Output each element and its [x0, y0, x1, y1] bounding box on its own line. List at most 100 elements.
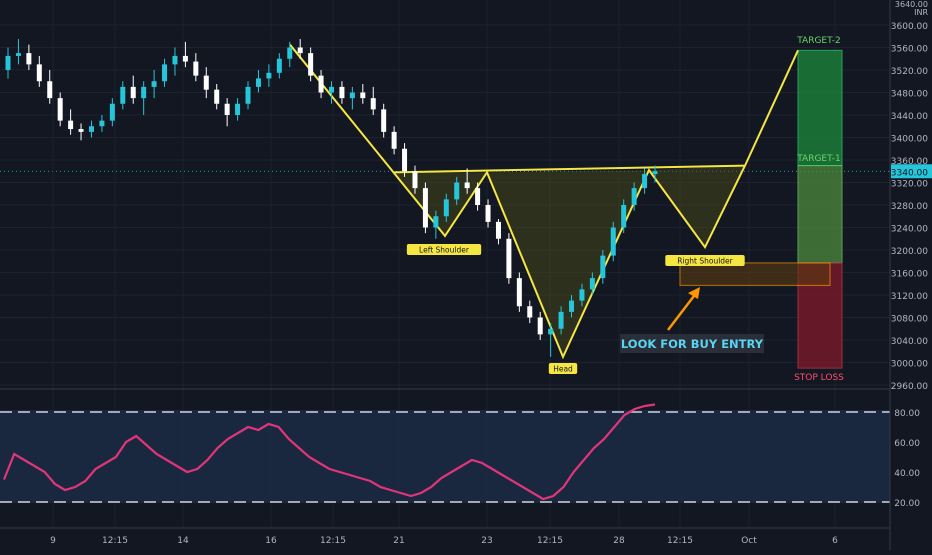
- price-tick-label: 3120.00: [891, 292, 928, 302]
- axis-labels: 3600.00 3560.00 3520.00 3480.00 3440.00 3400.…: [50, 0, 932, 546]
- price-tick-label: 3040.00: [891, 337, 928, 347]
- candle-body: [15, 53, 21, 56]
- stop-loss-label: STOP LOSS: [794, 373, 844, 383]
- head-label: Head: [553, 365, 573, 374]
- current-price-badge: [891, 164, 932, 179]
- price-tick-label: 3440.00: [891, 112, 928, 122]
- candle-body: [266, 72, 272, 79]
- rsi-line-group: [2, 403, 656, 501]
- candle-body: [224, 103, 230, 115]
- candle-body: [235, 103, 241, 115]
- candle-body: [276, 58, 282, 73]
- candle-body: [610, 227, 616, 256]
- price-tick-label: 3000.00: [891, 360, 928, 370]
- left-shoulder-fill: [393, 172, 487, 236]
- price-tick-label: 3480.00: [891, 90, 928, 100]
- candle-body: [537, 317, 543, 335]
- candle-body: [339, 86, 345, 99]
- candle-body: [36, 64, 42, 82]
- rsi-tick-label: 60.00: [894, 439, 920, 449]
- candle-body: [527, 306, 533, 318]
- candle-body: [516, 278, 522, 307]
- head-label-bg: [548, 363, 578, 374]
- buy-entry-box: [679, 262, 831, 287]
- rsi-tick-label: 20.00: [894, 499, 920, 509]
- time-tick-label: 23: [481, 536, 492, 546]
- currency-label: INR: [914, 8, 928, 17]
- candle-body: [203, 75, 209, 90]
- time-tick-label: 12:15: [102, 536, 128, 546]
- candle-body: [443, 199, 449, 217]
- candle-body: [308, 53, 314, 76]
- candle-body: [329, 86, 334, 93]
- candle-body: [600, 255, 606, 279]
- candle-body: [558, 311, 564, 329]
- rsi-tick-label: 40.00: [894, 469, 920, 479]
- candle-body: [172, 55, 178, 65]
- candle-body: [433, 216, 439, 228]
- candle-body: [57, 98, 63, 121]
- right-shoulder-label: Right Shoulder: [677, 257, 733, 266]
- left-shoulder-label-bg: [406, 244, 482, 255]
- price-tick-label: 2960.00: [891, 382, 928, 392]
- candle-body: [569, 300, 575, 312]
- candle-body: [621, 205, 627, 228]
- buy-entry-label: LOOK FOR BUY ENTRY: [621, 337, 764, 351]
- buy-entry-label-bg: [620, 334, 764, 353]
- neckline: [392, 164, 746, 174]
- left-shoulder-label: Left Shoulder: [419, 246, 470, 255]
- candle-body: [485, 205, 491, 222]
- current-price-label: 3340.00: [891, 168, 928, 178]
- buy-entry-arrow: [667, 291, 698, 331]
- annotation-labels: Left Shoulder Head Right Shoulder TARGET-2 T…: [406, 36, 844, 383]
- candle-body: [245, 86, 251, 104]
- candle-body: [589, 278, 595, 290]
- right-shoulder-label-bg: [665, 255, 745, 266]
- candle-body: [26, 53, 32, 65]
- price-tick-label: 3080.00: [891, 315, 928, 325]
- rsi-tick-label: 80.00: [894, 409, 920, 419]
- time-tick-label: 9: [50, 536, 56, 546]
- candle-body: [370, 98, 376, 110]
- candle-body: [506, 238, 512, 279]
- candle-body: [464, 182, 470, 189]
- candle-body: [68, 120, 74, 130]
- time-tick-label: 6: [832, 536, 838, 546]
- target1-zone: [797, 165, 843, 264]
- candle-body: [151, 81, 157, 87]
- candle-body: [349, 92, 355, 99]
- candle-body: [318, 75, 324, 93]
- candle-body: [381, 109, 387, 132]
- price-tick-label: 3400.00: [891, 135, 928, 145]
- time-tick-label: 12:15: [537, 536, 563, 546]
- rsi-line: [2, 403, 656, 501]
- price-tick-label: 3600.00: [891, 22, 928, 32]
- candle-body: [120, 86, 126, 104]
- target1-label: TARGET-1: [796, 154, 841, 164]
- buy-entry-arrowhead: [688, 287, 700, 299]
- candle-body: [99, 120, 105, 127]
- candle-body: [579, 289, 585, 301]
- candle-body: [5, 55, 11, 70]
- candle-body: [402, 148, 408, 172]
- candle-body: [141, 86, 147, 99]
- candle-body: [214, 89, 220, 104]
- price-tick-label: 3240.00: [891, 225, 928, 235]
- candle-body: [130, 86, 136, 99]
- candle-body: [495, 221, 501, 239]
- time-tick-label: 21: [393, 536, 404, 546]
- candle-body: [88, 126, 94, 132]
- candle-body: [412, 171, 418, 189]
- candle-body: [548, 328, 554, 335]
- candle-body: [193, 61, 199, 76]
- target2-zone: [797, 49, 843, 167]
- target-zones: [393, 49, 843, 369]
- candle-body: [360, 92, 366, 99]
- price-tick-label: 3160.00: [891, 270, 928, 280]
- price-tick-label: 3360.00: [891, 157, 928, 167]
- time-tick-label: Oct: [741, 536, 757, 546]
- pattern-path: [289, 44, 799, 360]
- right-shoulder-fill: [649, 165, 745, 248]
